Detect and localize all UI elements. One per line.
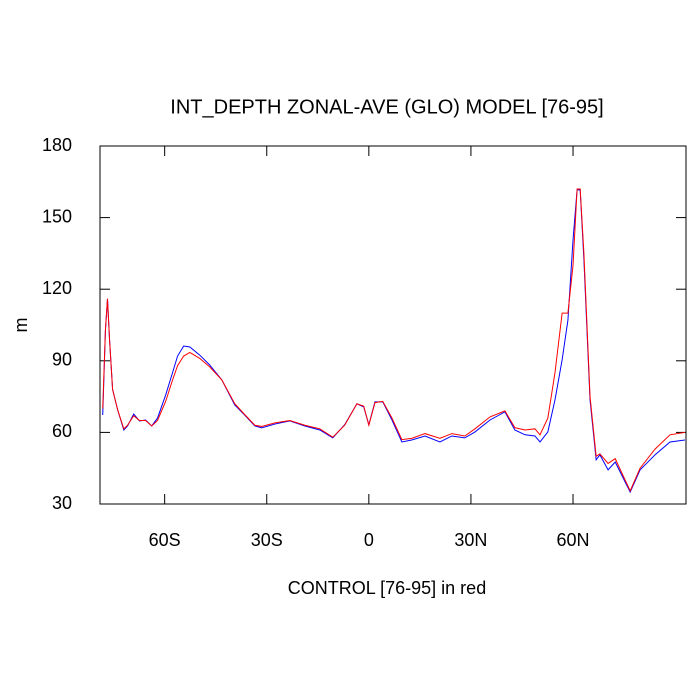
data-line (102, 188, 686, 493)
y-tick-label: 120 (42, 278, 72, 298)
x-axis-label: CONTROL [76-95] in red (288, 578, 486, 598)
x-tick-label: 60S (149, 530, 181, 550)
x-tick-label: 30S (251, 530, 283, 550)
plot-frame (99, 145, 687, 505)
y-tick-label: 90 (52, 350, 72, 370)
x-tick-label: 60N (557, 530, 590, 550)
x-tick-label: 0 (364, 530, 374, 550)
y-axis-label: m (11, 318, 31, 333)
chart-title: INT_DEPTH ZONAL-AVE (GLO) MODEL [76-95] (170, 96, 603, 118)
y-tick-label: 150 (42, 206, 72, 226)
data-line (102, 189, 686, 494)
y-tick-label: 30 (52, 493, 72, 513)
y-tick-label: 180 (42, 135, 72, 155)
x-tick-label: 30N (454, 530, 487, 550)
y-tick-label: 60 (52, 421, 72, 441)
